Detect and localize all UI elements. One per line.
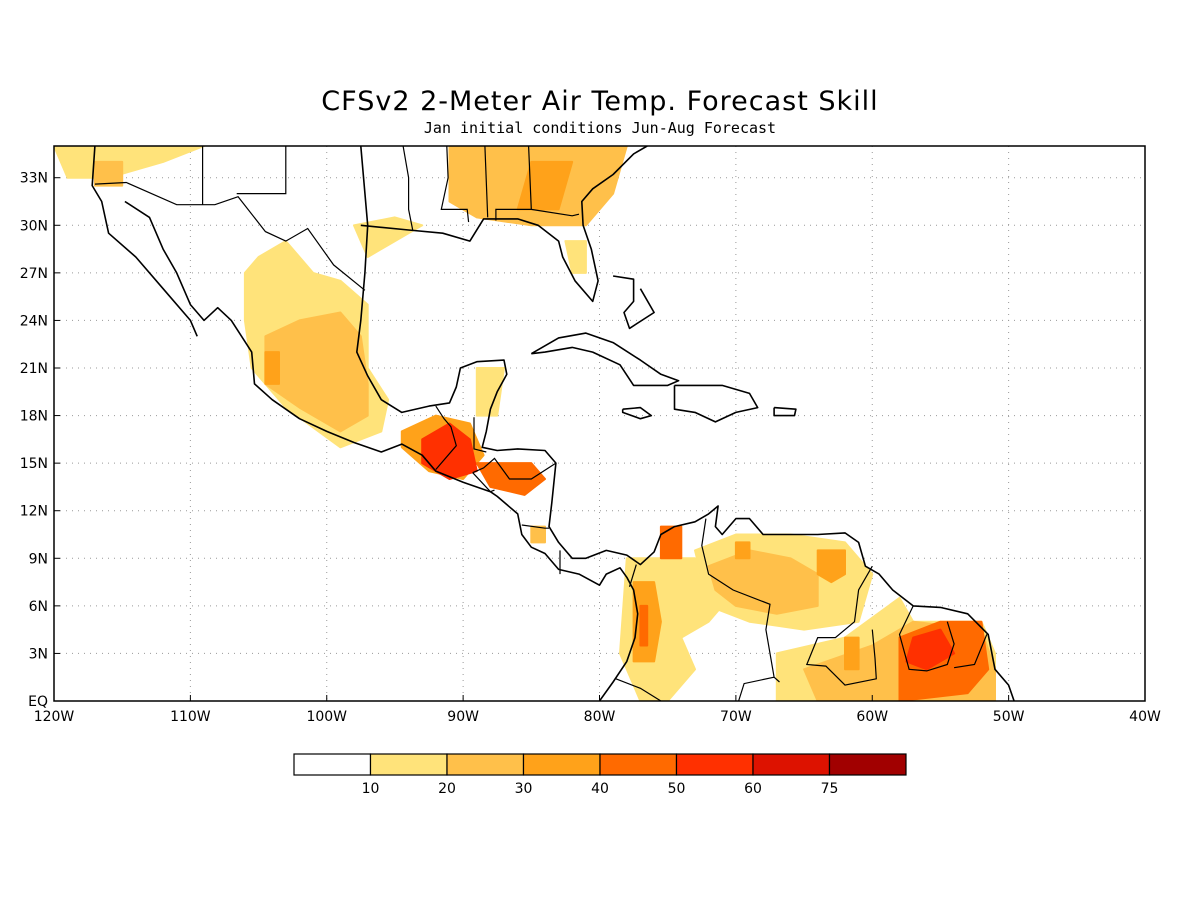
x-tick-label: 50W bbox=[993, 709, 1025, 725]
border-line bbox=[805, 565, 877, 686]
border-line bbox=[435, 405, 457, 470]
skill-region-venezuela-hot bbox=[734, 541, 751, 560]
chart-title: CFSv2 2-Meter Air Temp. Forecast Skill bbox=[321, 86, 879, 117]
legend-swatch bbox=[293, 753, 372, 776]
skill-region-venezuela-south bbox=[844, 636, 860, 671]
legend-swatch bbox=[828, 753, 907, 776]
legend-swatch bbox=[522, 753, 601, 776]
border-line bbox=[440, 146, 470, 223]
x-tick-label: 60W bbox=[856, 709, 888, 725]
skill-region-yucatan bbox=[475, 367, 505, 417]
border-line bbox=[615, 678, 662, 701]
legend-label: 60 bbox=[744, 781, 762, 797]
x-tick-label: 100W bbox=[306, 709, 347, 725]
legend-swatch bbox=[599, 753, 678, 776]
coastline bbox=[355, 146, 1015, 701]
border-line bbox=[531, 208, 580, 217]
skill-region-florida bbox=[564, 240, 587, 274]
coastline bbox=[621, 406, 653, 420]
coastline bbox=[124, 200, 639, 701]
coastline bbox=[673, 384, 759, 423]
coastline bbox=[360, 146, 648, 303]
y-tick-label: 15N bbox=[20, 456, 48, 472]
legend-label: 75 bbox=[821, 781, 839, 797]
skill-region-colombia-hot bbox=[639, 604, 649, 647]
legend-label: 40 bbox=[591, 781, 609, 797]
border-line bbox=[495, 146, 532, 221]
skill-region-venezuela-east bbox=[816, 549, 846, 584]
legend-label: 20 bbox=[438, 781, 456, 797]
coastline bbox=[91, 146, 198, 337]
y-tick-label: 33N bbox=[20, 171, 48, 187]
legend-swatch bbox=[752, 753, 831, 776]
y-tick-label: EQ bbox=[28, 694, 48, 710]
coastline bbox=[773, 406, 797, 417]
x-tick-label: 110W bbox=[170, 709, 211, 725]
y-tick-label: 9N bbox=[29, 551, 48, 567]
legend-swatch bbox=[369, 753, 448, 776]
y-tick-label: 12N bbox=[20, 504, 48, 520]
y-tick-label: 3N bbox=[29, 646, 48, 662]
political-borders bbox=[94, 146, 988, 701]
skill-region-mexico-hot bbox=[264, 351, 280, 385]
y-tick-label: 6N bbox=[29, 599, 48, 615]
legend-label: 10 bbox=[362, 781, 380, 797]
grid-lines bbox=[54, 146, 1145, 701]
map-frame bbox=[53, 145, 1146, 702]
y-tick-label: 24N bbox=[20, 313, 48, 329]
skill-region-venezuela-core bbox=[707, 549, 819, 615]
skill-region-nicaragua-pt bbox=[530, 525, 546, 544]
skill-region-southwest-us bbox=[54, 146, 205, 179]
coastline bbox=[612, 275, 655, 330]
x-tick-label: 80W bbox=[584, 709, 616, 725]
y-tick-label: 18N bbox=[20, 409, 48, 425]
border-line bbox=[701, 518, 780, 683]
color-legend: 10 20 30 40 50 60 75 bbox=[293, 753, 907, 797]
x-tick-label: 120W bbox=[34, 709, 75, 725]
skill-region-colombia-north bbox=[659, 525, 683, 560]
border-line bbox=[236, 146, 287, 195]
y-tick-label: 27N bbox=[20, 266, 48, 282]
border-line bbox=[94, 181, 366, 291]
x-tick-label: 40W bbox=[1129, 709, 1161, 725]
legend-label: 50 bbox=[668, 781, 686, 797]
border-line bbox=[898, 605, 955, 672]
border-line bbox=[521, 524, 549, 529]
y-tick-label: 30N bbox=[20, 218, 48, 234]
skill-region-guiana-peak bbox=[905, 628, 956, 671]
coastline bbox=[530, 332, 680, 387]
y-tick-label: 21N bbox=[20, 361, 48, 377]
border-line bbox=[954, 634, 988, 669]
border-line bbox=[473, 417, 487, 453]
border-line bbox=[472, 457, 557, 480]
border-line bbox=[738, 676, 775, 701]
skill-shading bbox=[54, 146, 996, 701]
legend-label: 30 bbox=[515, 781, 533, 797]
skill-region-mexico-core bbox=[264, 311, 369, 433]
skill-region-baja-north bbox=[93, 160, 124, 187]
border-line bbox=[402, 146, 414, 231]
axis-ticks: 120W 110W 100W 90W 80W 70W 60W 50W 40W EQ 3N 6N 9N 12… bbox=[20, 171, 1161, 725]
x-tick-label: 90W bbox=[447, 709, 479, 725]
legend-swatch bbox=[675, 753, 754, 776]
chart-subtitle: Jan initial conditions Jun-Aug Forecast bbox=[423, 119, 777, 137]
border-line bbox=[484, 146, 489, 218]
legend-swatch bbox=[446, 753, 525, 776]
x-tick-label: 70W bbox=[720, 709, 752, 725]
coastlines bbox=[91, 146, 1015, 701]
